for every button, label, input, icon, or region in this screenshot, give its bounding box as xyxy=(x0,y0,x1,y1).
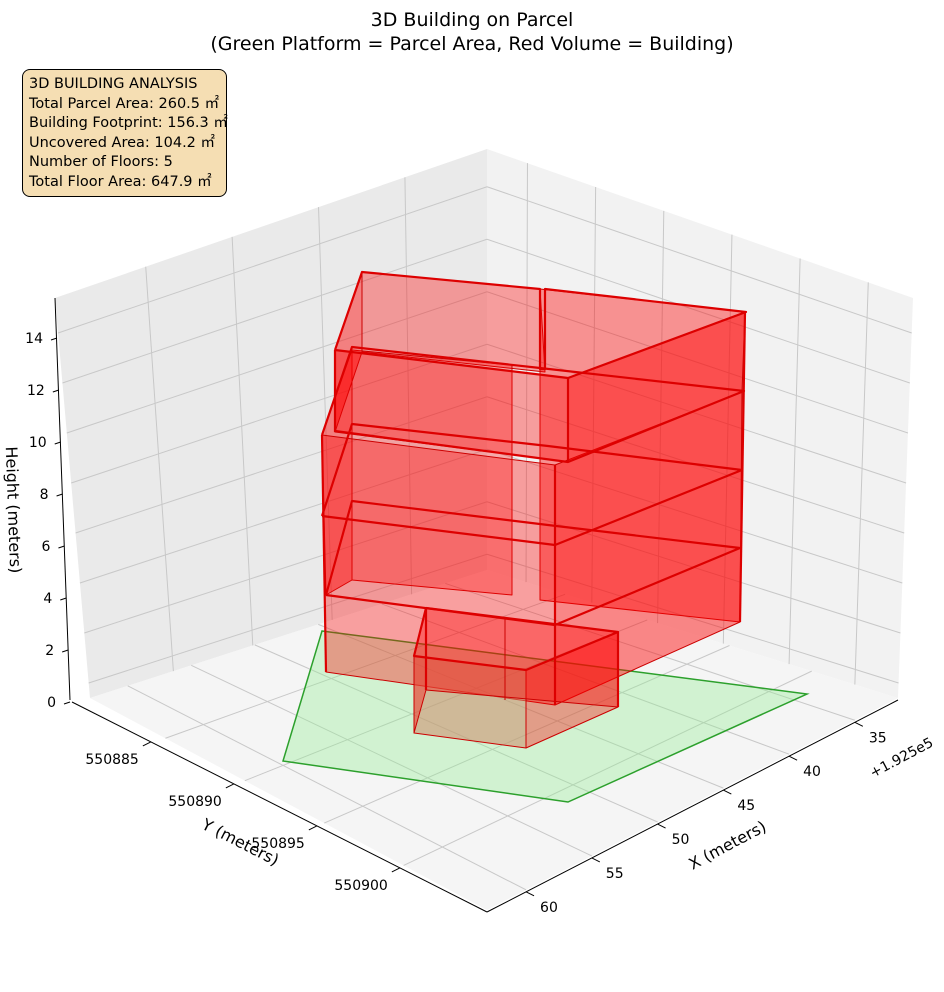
chart-title: 3D Building on Parcel xyxy=(371,9,574,31)
info-line: Total Floor Area: 647.9 ㎡ xyxy=(29,173,212,190)
grid-line-z xyxy=(75,396,488,534)
grid-line-y xyxy=(318,207,333,620)
x-tick-label: 35 xyxy=(869,730,887,746)
x-tick-mark xyxy=(525,891,535,897)
z-tick-mark xyxy=(56,493,63,497)
grid-line-x xyxy=(591,186,597,603)
z-tick-mark xyxy=(50,337,58,341)
z-tick-label: 8 xyxy=(40,487,49,503)
grid-line-x xyxy=(788,258,801,665)
z-tick-mark xyxy=(54,441,61,445)
grid-line-y xyxy=(145,266,174,672)
chart-subtitle: (Green Platform = Parcel Area, Red Volum… xyxy=(210,33,733,55)
z-tick-label: 0 xyxy=(47,695,56,711)
x-axis-label: X (meters) xyxy=(685,817,769,874)
x-tick-label: 40 xyxy=(803,764,821,780)
corner-edge xyxy=(738,311,747,623)
x-tick-mark xyxy=(788,755,798,761)
left-back-pane xyxy=(55,149,487,698)
grid-line-z xyxy=(486,448,903,584)
y-tick-label: 550885 xyxy=(85,752,138,768)
x-tick-mark xyxy=(657,823,666,829)
grid-line-z xyxy=(486,186,912,334)
z-tick-mark xyxy=(63,701,71,705)
y-tick-mark xyxy=(225,783,235,789)
floor-outlines xyxy=(320,270,748,707)
z-tick-mark xyxy=(60,597,67,601)
x-tick-label: 55 xyxy=(606,866,624,882)
grid-line-y xyxy=(404,177,413,595)
y-tick-label: 550890 xyxy=(168,794,221,810)
info-heading: 3D BUILDING ANALYSIS xyxy=(29,76,198,92)
axis-ticks: 0 2 4 6 8 10 12 14 550885 550890 550895 550900 35 40 4… xyxy=(25,331,887,916)
z-tick-label: 6 xyxy=(42,539,51,555)
info-line: Number of Floors: 5 xyxy=(29,154,173,170)
grid-line-x xyxy=(854,282,869,685)
y-tick-label: 550895 xyxy=(251,836,304,852)
grid-line-z xyxy=(84,501,488,634)
z-tick-label: 2 xyxy=(45,643,54,659)
z-tick-mark xyxy=(58,545,65,549)
analysis-info-box: 3D BUILDING ANALYSIS Total Parcel Area: … xyxy=(22,69,228,197)
grid-line-x xyxy=(657,210,665,624)
x-tick-mark xyxy=(723,789,732,795)
x-tick-label: 50 xyxy=(672,832,690,848)
z-tick-label: 14 xyxy=(25,331,43,347)
grid-line-z xyxy=(57,186,488,334)
x-tick-mark xyxy=(854,721,864,727)
corner-edge xyxy=(320,434,328,673)
grid-line-z xyxy=(62,238,488,384)
y-tick-label: 550900 xyxy=(334,878,387,894)
floor-outline-3 xyxy=(320,422,744,547)
y-tick-mark xyxy=(391,867,401,873)
right-back-pane xyxy=(487,149,913,698)
z-tick-label: 4 xyxy=(43,591,52,607)
info-line: Building Footprint: 156.3 ㎡ xyxy=(29,115,228,131)
grid-line-y xyxy=(231,236,254,646)
grid-line-x xyxy=(381,603,790,755)
z-axis-line xyxy=(54,297,71,701)
x-tick-label: 45 xyxy=(737,798,755,814)
grid-line-x xyxy=(191,664,593,857)
building-volume xyxy=(320,270,748,749)
y-tick-mark xyxy=(142,741,152,747)
z-tick-label: 12 xyxy=(27,383,45,399)
y-axis-line xyxy=(71,701,488,913)
z-tick-mark xyxy=(52,389,60,393)
grid-line-y xyxy=(403,670,812,866)
floor-outline-4 xyxy=(320,345,746,464)
z-tick-mark xyxy=(61,649,69,653)
grid-line-z xyxy=(79,448,488,584)
grid-line-z xyxy=(88,553,488,684)
grid-line-z xyxy=(66,291,488,434)
x-tick-label: 60 xyxy=(540,900,558,916)
x-axis-line xyxy=(486,699,899,913)
grid-line-z xyxy=(486,238,910,384)
grid-line-x xyxy=(722,234,733,644)
y-tick-mark xyxy=(308,825,318,831)
grid-line-z xyxy=(71,343,488,484)
grid-line-z xyxy=(486,291,909,434)
info-line: Total Parcel Area: 260.5 ㎡ xyxy=(29,95,220,112)
info-line: Uncovered Area: 104.2 ㎡ xyxy=(29,134,216,151)
z-tick-label: 10 xyxy=(29,435,47,451)
grid-line-x xyxy=(445,582,856,721)
x-tick-mark xyxy=(591,857,601,863)
grid-line-z xyxy=(486,343,907,484)
grid-line-x xyxy=(127,685,527,891)
z-axis-label: Height (meters) xyxy=(2,446,25,574)
